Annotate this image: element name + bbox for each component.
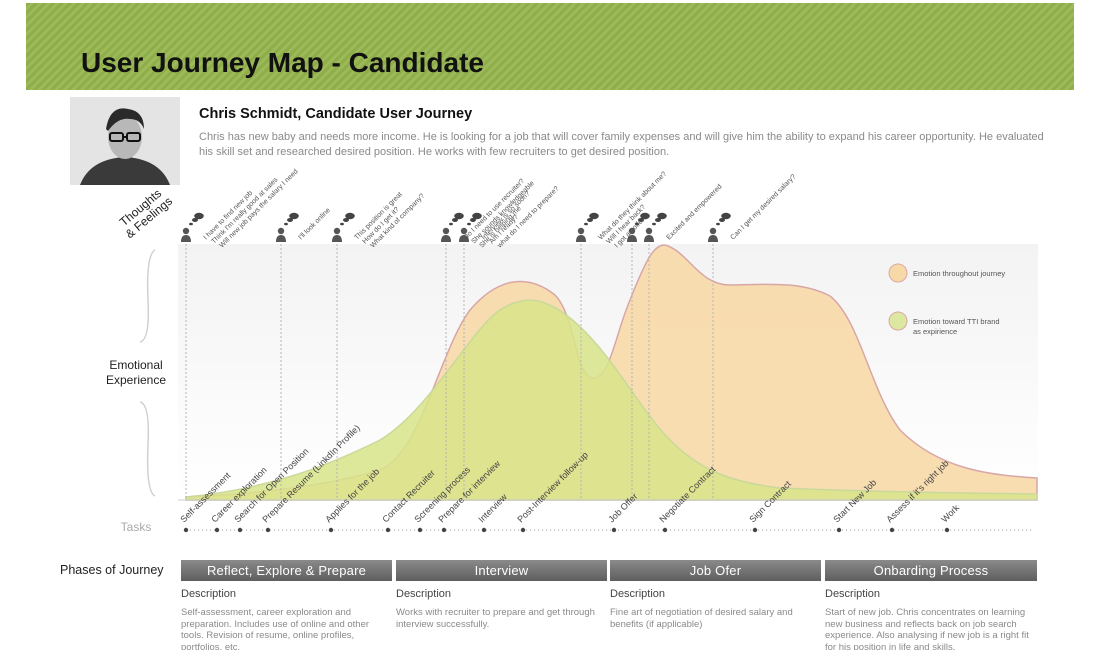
task-dot	[441, 527, 447, 533]
tasks-label: Tasks	[120, 520, 152, 534]
page-title: User Journey Map - Candidate	[81, 47, 484, 78]
person-icon	[459, 227, 469, 242]
person-icon	[576, 227, 586, 242]
task-label: Work	[939, 502, 961, 524]
thought-bubble-icon	[716, 212, 731, 226]
header-banner: User Journey Map - Candidate	[26, 3, 1074, 90]
phase-description: Fine art of negotiation of desired salar…	[610, 607, 793, 630]
person-icon	[644, 227, 654, 242]
task-dot	[611, 527, 617, 533]
task-dot	[481, 527, 487, 533]
emotional-label-line1: Emotional	[109, 358, 163, 372]
phase-bar: Onbarding Process	[825, 560, 1037, 581]
phase-bar: Interview	[396, 560, 607, 581]
phase-description: Works with recruiter to prepare and get …	[396, 607, 595, 630]
person-icon	[708, 227, 718, 242]
task-dot	[944, 527, 950, 533]
emotional-label-line2: Experience	[105, 373, 167, 387]
thought-bubble-icon	[284, 212, 299, 226]
thought-bubble-icon	[652, 212, 667, 226]
thought-bubble-icon	[584, 212, 599, 226]
phase-description-title: Description	[181, 588, 237, 600]
task-dot	[214, 527, 220, 533]
brace-top	[139, 249, 156, 343]
thought-bubble-icon	[189, 212, 204, 226]
thought-bubble-icon	[467, 212, 482, 226]
phases-label: Phases of Journey	[60, 563, 164, 577]
persona-name: Chris Schmidt, Candidate User Journey	[199, 106, 473, 122]
task-dot	[662, 527, 668, 533]
thought-bubble-icon	[449, 212, 464, 226]
phase-bar: Reflect, Explore & Prepare	[181, 560, 392, 581]
person-icon	[627, 227, 637, 242]
thought-text: Think I'm really good at sales	[210, 176, 279, 245]
legend-swatch	[888, 311, 908, 331]
person-icon	[332, 227, 342, 242]
thought-text: This position is great	[353, 191, 403, 241]
phase-description-title: Description	[396, 588, 452, 600]
persona-photo	[70, 97, 180, 185]
task-dot	[265, 527, 271, 533]
person-icon	[181, 227, 191, 242]
phase-description: Start of new job. Chris concentrates on …	[825, 607, 1029, 650]
task-dot	[889, 527, 895, 533]
thought-text: I'll look online	[297, 207, 332, 242]
person-icon	[276, 227, 286, 242]
phase-description-title: Description	[610, 588, 666, 600]
task-dot	[417, 527, 423, 533]
phase-description-title: Description	[825, 588, 881, 600]
thought-text: Can I get my desired salary?	[729, 173, 797, 241]
legend-label: as expirience	[913, 327, 957, 336]
emotional-experience-label: Emotional Experience	[96, 358, 176, 388]
task-dot	[183, 527, 189, 533]
task-dot	[237, 527, 243, 533]
phase-description: Self-assessment, career exploration and …	[181, 607, 370, 650]
phase-bar: Job Ofer	[610, 560, 821, 581]
thought-bubble-icon	[340, 212, 355, 226]
legend-label: Emotion throughout journey	[913, 269, 1005, 278]
task-dot	[752, 527, 758, 533]
thought-bubble-icon	[635, 212, 650, 226]
brace-bottom	[139, 401, 156, 497]
person-icon	[441, 227, 451, 242]
task-dot	[385, 527, 391, 533]
task-dot	[520, 527, 526, 533]
task-dot	[836, 527, 842, 533]
task-dot	[328, 527, 334, 533]
legend-swatch	[888, 263, 908, 283]
emotion-brand-area	[185, 299, 1038, 501]
persona-description: Chris has new baby and needs more income…	[199, 131, 1044, 158]
legend-label: Emotion toward TTI brand	[913, 317, 1000, 326]
